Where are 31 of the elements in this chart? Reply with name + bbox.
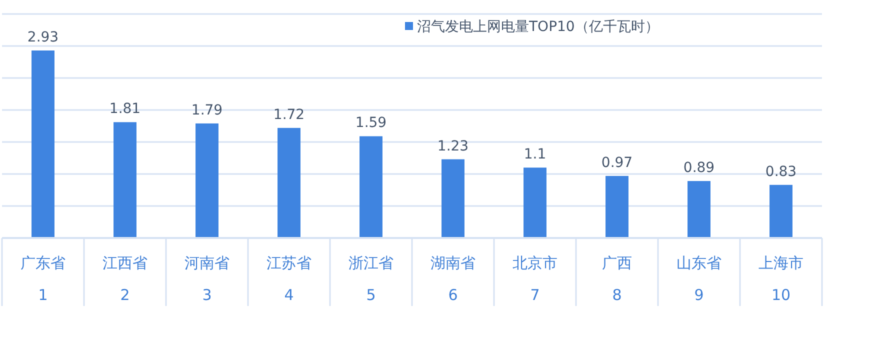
bar	[770, 184, 792, 238]
x-tick-label: 湖南省 6	[430, 254, 476, 304]
bar	[442, 159, 464, 238]
bar	[360, 136, 382, 238]
x-tick-label: 浙江省 5	[348, 254, 394, 304]
x-tick-label: 江苏省 4	[266, 254, 312, 304]
bar	[32, 50, 54, 238]
data-label: 0.97	[601, 154, 633, 171]
x-tick-label: 广东省 1	[20, 254, 66, 304]
bar	[524, 168, 546, 238]
data-label: 2.93	[27, 29, 59, 46]
data-label: 0.83	[765, 164, 797, 180]
data-label: 1.81	[109, 101, 141, 118]
x-tick-label: 江西省 2	[102, 254, 148, 304]
x-tick-label: 上海市 10	[758, 254, 804, 304]
bar	[606, 176, 628, 238]
data-label: 1.59	[355, 115, 387, 132]
data-label: 1.23	[437, 138, 469, 154]
data-label: 1.79	[191, 102, 223, 118]
bar	[196, 123, 218, 238]
bar	[278, 128, 300, 238]
data-label: 1.72	[273, 106, 305, 123]
x-tick-label: 河南省 3	[184, 254, 230, 304]
x-tick-label: 广西 8	[602, 254, 632, 304]
bar	[114, 122, 136, 238]
x-tick-label: 山东省 9	[676, 254, 722, 304]
data-label: 1.1	[524, 146, 546, 163]
x-tick-label: 北京市 7	[512, 254, 558, 304]
data-label: 0.89	[683, 160, 715, 176]
bar	[688, 181, 710, 238]
legend-label: 沼气发电上网电量TOP10（亿千瓦时）	[417, 19, 659, 35]
